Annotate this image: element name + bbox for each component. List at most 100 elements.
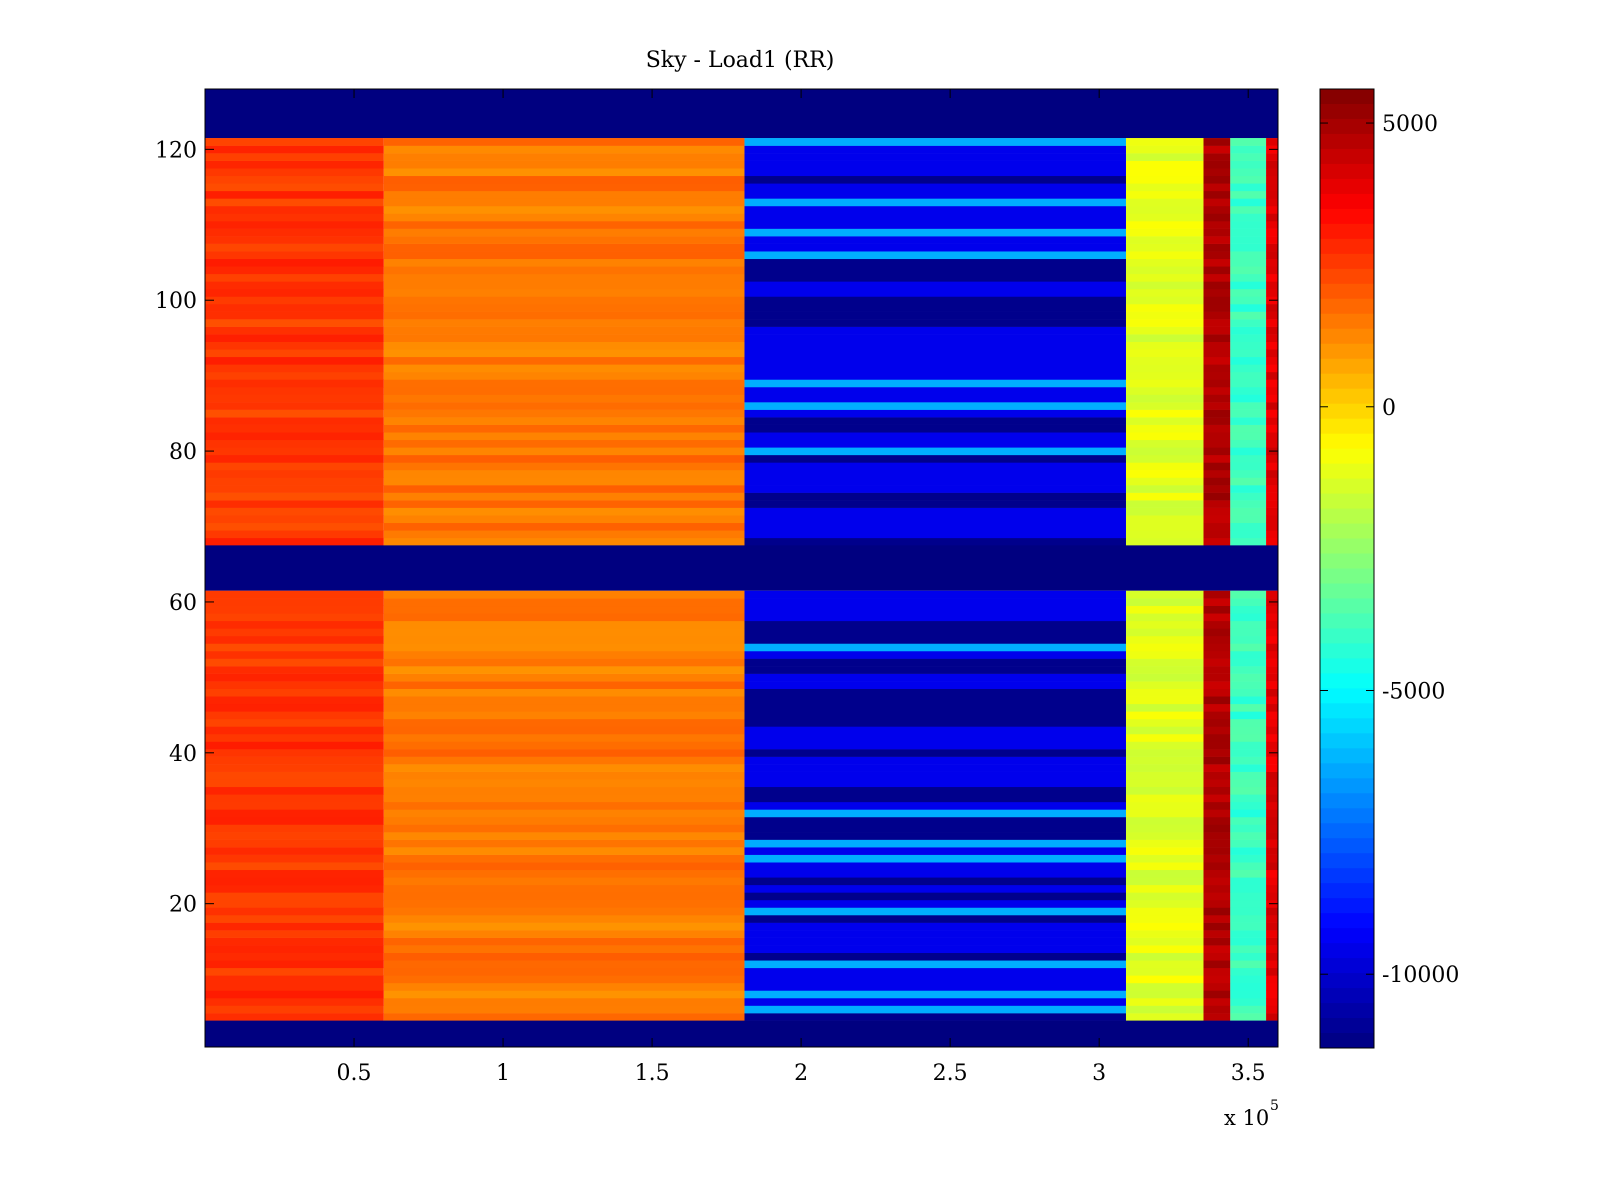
heatmap-cell (1266, 892, 1278, 901)
heatmap-cell (1230, 522, 1267, 531)
colorbar-segment (1320, 868, 1374, 884)
heatmap-cell (1266, 281, 1278, 290)
heatmap-cell (1125, 258, 1204, 267)
heatmap-cell (1266, 379, 1278, 388)
heatmap-cell (1203, 786, 1231, 795)
heatmap-cell (1203, 364, 1231, 373)
heatmap-cell (1125, 771, 1204, 780)
heatmap-cell (744, 296, 1126, 305)
heatmap-cell (1230, 824, 1267, 833)
colorbar-segment (1320, 583, 1374, 599)
heatmap-cell (1266, 507, 1278, 516)
heatmap-cell (383, 198, 745, 207)
heatmap-cell (744, 922, 1126, 931)
heatmap-cell (1203, 832, 1231, 840)
heatmap-cell (1230, 364, 1267, 373)
heatmap-cell (1125, 666, 1204, 674)
heatmap-cell (383, 635, 745, 644)
heatmap-cell (1125, 914, 1204, 923)
heatmap-cell (744, 650, 1126, 659)
heatmap-cell (1230, 530, 1267, 539)
heatmap-cell (744, 160, 1126, 169)
heatmap-cell (383, 899, 745, 908)
heatmap-cell (1125, 153, 1204, 161)
heatmap-cell (1125, 138, 1204, 146)
heatmap-cell (1230, 990, 1267, 999)
colorbar-segment (1320, 313, 1374, 330)
heatmap-cell (1203, 469, 1231, 478)
heatmap-cell (1266, 756, 1278, 765)
heatmap-cell (744, 183, 1126, 192)
heatmap-cell (383, 764, 745, 772)
colorbar-tick-label: 5000 (1382, 112, 1438, 137)
heatmap-cell (383, 590, 745, 599)
heatmap-cell (1125, 628, 1204, 637)
heatmap-cell (1266, 884, 1278, 893)
heatmap-cell (1203, 907, 1231, 916)
heatmap-cell (1266, 764, 1278, 772)
heatmap-cell (1203, 764, 1231, 772)
heatmap-cell (1230, 922, 1267, 931)
colorbar-segment (1320, 343, 1374, 360)
heatmap-cell (205, 341, 384, 350)
heatmap-cell (744, 266, 1126, 275)
colorbar-frame (1319, 88, 1375, 1049)
heatmap-cell (383, 877, 745, 886)
heatmap-cell (1125, 409, 1204, 418)
heatmap-cell (205, 869, 384, 878)
heatmap-cell (1203, 394, 1231, 403)
heatmap-cell (1266, 168, 1278, 177)
heatmap-cell (1266, 650, 1278, 659)
heatmap-cell (1203, 869, 1231, 878)
heatmap-cell (1266, 303, 1278, 312)
heatmap-cell (744, 288, 1126, 297)
heatmap-cell (1266, 801, 1278, 810)
heatmap-cell (383, 816, 745, 825)
heatmap-cell (205, 477, 384, 486)
heatmap-cell (1230, 492, 1267, 501)
heatmap-cell (1125, 537, 1204, 546)
heatmap-cell (383, 703, 745, 712)
heatmap-cell (205, 198, 384, 207)
heatmap-cell (744, 997, 1126, 1006)
heatmap-cell (1266, 205, 1278, 214)
heatmap-cell (744, 764, 1126, 772)
heatmap-cell (1266, 417, 1278, 425)
heatmap-cell (383, 364, 745, 373)
heatmap-cell (1230, 613, 1267, 622)
heatmap-cell (205, 786, 384, 795)
heatmap-cell (1266, 228, 1278, 237)
heatmap-cell (1266, 500, 1278, 508)
heatmap-cell (1230, 832, 1267, 840)
heatmap-cell (744, 711, 1126, 720)
heatmap-cell (1266, 236, 1278, 244)
heatmap-cell (1230, 168, 1267, 177)
x-tick-label: 3.5 (1231, 1061, 1266, 1086)
heatmap-cell (744, 1013, 1126, 1021)
heatmap-cell (205, 424, 384, 433)
heatmap-cell (1203, 439, 1231, 448)
colorbar-segment (1320, 943, 1374, 959)
heatmap-cell (744, 786, 1126, 795)
heatmap-cell (1203, 537, 1231, 546)
heatmap-cell (1230, 319, 1267, 327)
heatmap-cell (1125, 160, 1204, 169)
heatmap-cell (383, 907, 745, 916)
heatmap-cell (1230, 379, 1267, 388)
heatmap-cell (1266, 198, 1278, 207)
heatmap-cell (1125, 334, 1204, 342)
colorbar-segment (1320, 463, 1374, 480)
colorbar-segment (1320, 103, 1374, 120)
heatmap-cell (1230, 251, 1267, 260)
heatmap-cell (1203, 145, 1231, 154)
heatmap-cell (1230, 756, 1267, 765)
heatmap-cell (205, 507, 384, 516)
heatmap-cell (1230, 794, 1267, 803)
colorbar-segment (1320, 253, 1374, 270)
heatmap-cell (744, 937, 1126, 946)
heatmap-cell (205, 892, 384, 901)
heatmap-cell (1230, 1013, 1267, 1021)
heatmap-cell (1266, 862, 1278, 871)
heatmap-cell (1125, 454, 1204, 463)
heatmap-cell (744, 198, 1126, 207)
